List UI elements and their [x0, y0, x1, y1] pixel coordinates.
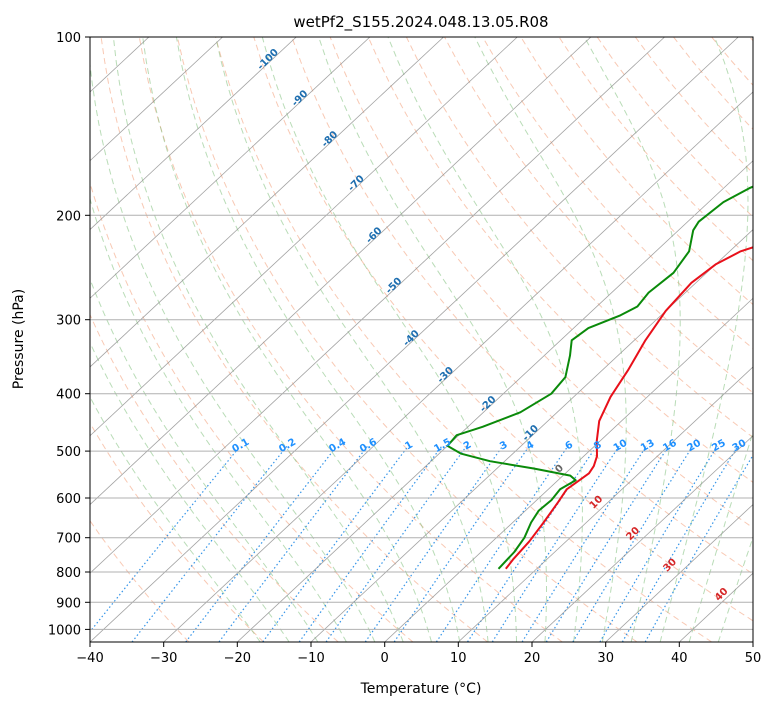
mixing-ratio-line: [621, 445, 739, 642]
mixing-ratio-line: [185, 445, 338, 642]
isotherm-line: [90, 37, 518, 437]
mixing-ratio-line: [364, 445, 504, 642]
x-tick-label: −10: [297, 651, 324, 666]
x-tick-label: 30: [597, 651, 614, 666]
dry-adiabat-line: [176, 37, 638, 642]
dry-adiabat-line: [215, 37, 712, 642]
x-tick-label: 0: [381, 651, 389, 666]
moist-adiabat-line: [90, 395, 261, 642]
moist-adiabat-line: [688, 430, 753, 642]
isotherm-line: [384, 297, 753, 642]
x-tick-label: 10: [450, 651, 467, 666]
moist-adiabat-line: [175, 37, 461, 642]
sounding-series: [446, 185, 753, 570]
temperature-profile-line: [505, 246, 753, 570]
moist-adiabat-line: [215, 37, 489, 642]
x-axis-ticks: −40 −30 −20 −10 0 10 20 30 40 50: [76, 642, 761, 666]
moist-adiabat-line: [90, 341, 290, 642]
dewpoint-profile-line: [446, 185, 753, 570]
dry-adiabat-line: [90, 422, 264, 642]
mixing-ratio-labels: 0.10.20.40.611.52346810131620253036: [230, 437, 769, 455]
mixing-ratio-label: 36: [751, 438, 769, 455]
y-tick-label: 100: [56, 31, 81, 46]
x-tick-label: 50: [745, 651, 762, 666]
y-axis-label: Pressure (hPa): [11, 289, 27, 389]
x-tick-label: −30: [150, 651, 177, 666]
y-tick-label: 300: [56, 314, 81, 329]
x-tick-label: −40: [76, 651, 103, 666]
y-tick-label: 800: [56, 566, 81, 581]
mixing-ratio-line: [491, 445, 620, 642]
isotherm-line: [90, 37, 739, 642]
mixing-ratio-line: [262, 445, 409, 642]
dry-adiabat-line: [329, 37, 753, 529]
x-tick-label: 20: [524, 651, 541, 666]
x-tick-label: 40: [671, 651, 688, 666]
moist-adiabat-line: [717, 536, 753, 642]
mixing-ratio-line: [435, 445, 569, 642]
moist-adiabat-line: [142, 37, 432, 642]
x-axis-label: Temperature (°C): [360, 681, 482, 697]
isotherm-line: [310, 228, 753, 642]
mixing-ratio-line: [572, 445, 694, 642]
x-tick-label: −20: [224, 651, 251, 666]
plot-frame: [89, 36, 754, 643]
moist-adiabat-line: [112, 37, 404, 642]
moist-adiabat-line: [659, 37, 749, 642]
isotherm-lines: [90, 37, 753, 642]
y-axis-ticks: 100 200 300 400 500 600 700 800 900 1000: [48, 31, 90, 638]
mixing-ratio-line: [599, 445, 718, 642]
mixing-ratio-line: [131, 445, 288, 642]
moist-adiabats: [90, 37, 753, 642]
isotherm-line: [90, 37, 592, 506]
isotherm-line: [237, 160, 753, 642]
mixing-ratio-label: 2: [462, 439, 474, 452]
y-tick-label: 500: [56, 445, 81, 460]
moist-adiabat-line: [474, 37, 627, 642]
isotherm-line: [458, 366, 753, 642]
y-tick-label: 400: [56, 388, 81, 403]
isotherm-line: [90, 37, 297, 231]
y-tick-label: 700: [56, 532, 81, 547]
moist-adiabat-line: [261, 37, 517, 642]
isotherm-line: [90, 37, 665, 574]
moist-adiabat-line: [583, 37, 681, 642]
plot-area: -100-90-80-70-60-50-40-30-20-10 0.1 0.2 0.…: [90, 37, 769, 642]
moist-adiabat-line: [90, 60, 376, 642]
isotherm-line: [605, 503, 753, 642]
mixing-ratio-line: [325, 445, 468, 642]
y-tick-label: 900: [56, 596, 81, 611]
y-tick-label: 1000: [48, 623, 81, 638]
mixing-ratio-label: 4: [525, 439, 537, 452]
isotherm-line: [90, 37, 444, 368]
y-tick-label: 200: [56, 209, 81, 224]
mixing-ratio-line: [545, 445, 670, 642]
isotherm-line: [90, 37, 223, 162]
isotherm-line: [90, 37, 371, 299]
isotherm-line: [163, 91, 753, 642]
mixing-ratio-label: 3: [498, 439, 510, 452]
pressure-gridlines: [90, 37, 753, 630]
chart-title: wetPf2_S155.2024.048.13.05.R08: [293, 13, 548, 32]
y-tick-label: 600: [56, 492, 81, 507]
isotherm-line: [531, 435, 753, 642]
mixing-ratio-line: [521, 445, 648, 642]
dry-adiabat-line: [100, 37, 488, 642]
moist-adiabat-line: [318, 37, 547, 642]
mixing-ratio-label: 6: [563, 439, 575, 452]
dry-adiabat-line: [291, 37, 753, 575]
moist-adiabat-line: [387, 37, 583, 642]
mixing-ratio-label: 8: [592, 439, 604, 452]
mixing-ratio-label: 1: [403, 439, 415, 452]
moist-adiabat-line: [90, 277, 319, 642]
